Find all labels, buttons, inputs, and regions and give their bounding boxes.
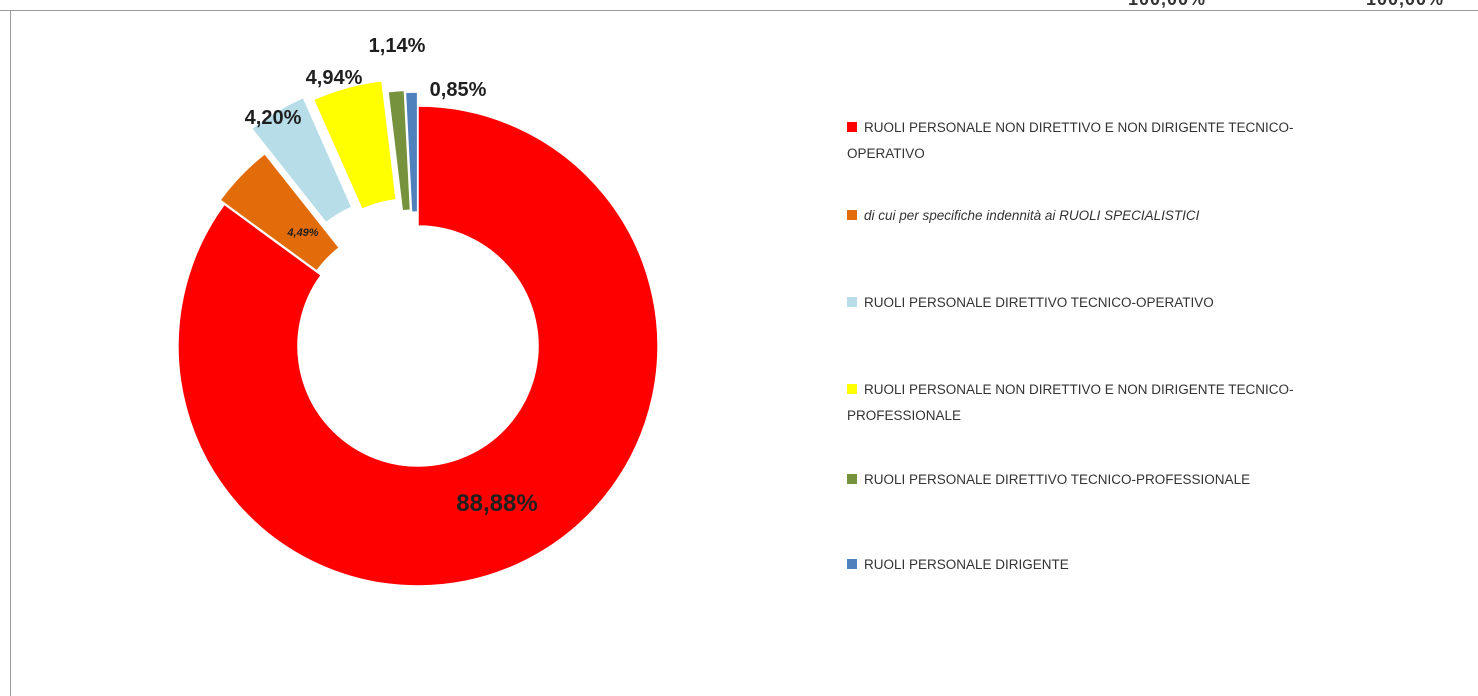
legend-item-4: RUOLI PERSONALE NON DIRETTIVO E NON DIRI… [847, 377, 1457, 429]
donut-slice-labels: 88,88% 4,49% 4,20%4,94% 1,14%0,85% [245, 35, 538, 517]
legend-swatch-5 [847, 474, 857, 484]
legend-label-6-line-1: RUOLI PERSONALE DIRIGENTE [864, 557, 1069, 572]
legend-label-2-line-1: di cui per specifiche indennità ai RUOLI… [864, 208, 1200, 223]
slice-data-label-5: 1,14% [369, 35, 426, 57]
legend-swatch-1 [847, 122, 857, 132]
legend-item-2: di cui per specifiche indennità ai RUOLI… [847, 203, 1457, 229]
legend-swatch-3 [847, 297, 857, 307]
legend-label-1-line-1: RUOLI PERSONALE NON DIRETTIVO E NON DIRI… [864, 120, 1294, 135]
donut-slice-2 [218, 152, 341, 273]
legend-label-4-line-2: PROFESSIONALE [847, 408, 962, 423]
slice-data-label-6: 0,85% [430, 79, 487, 101]
legend-label-3-line-1: RUOLI PERSONALE DIRETTIVO TECNICO-OPERAT… [864, 295, 1214, 310]
legend-item-5: RUOLI PERSONALE DIRETTIVO TECNICO-PROFES… [847, 467, 1457, 493]
donut-slice-4 [312, 79, 398, 211]
legend-label-4-line-1: RUOLI PERSONALE NON DIRETTIVO E NON DIRI… [864, 382, 1294, 397]
donut-chart: 88,88% 4,49% 4,20%4,94% 1,14%0,85% [177, 35, 659, 587]
legend-item-6: RUOLI PERSONALE DIRIGENTE [847, 552, 1457, 578]
slice-data-label-1: 88,88% [456, 490, 537, 517]
legend-item-3: RUOLI PERSONALE DIRETTIVO TECNICO-OPERAT… [847, 290, 1457, 316]
donut-slice-3 [250, 96, 353, 224]
slice-data-label-4: 4,94% [306, 67, 363, 89]
donut-slice-6 [404, 91, 419, 213]
cut-off-header-value-1: 100,00% [1128, 0, 1206, 10]
slice-data-label-3: 4,20% [245, 107, 302, 129]
legend-swatch-6 [847, 559, 857, 569]
legend-label-5-line-1: RUOLI PERSONALE DIRETTIVO TECNICO-PROFES… [864, 472, 1251, 487]
legend-swatch-2 [847, 210, 857, 220]
slice-data-label-2: 4,49% [286, 227, 318, 239]
cut-off-header-value-2: 100,00% [1366, 0, 1444, 10]
legend-item-1: RUOLI PERSONALE NON DIRETTIVO E NON DIRI… [847, 115, 1457, 167]
top-border-rule [0, 10, 1478, 11]
donut-slice-5 [387, 89, 412, 212]
legend-label-1-line-2: OPERATIVO [847, 146, 925, 161]
legend-swatch-4 [847, 384, 857, 394]
donut-slice-1 [177, 105, 659, 587]
donut-slices [177, 79, 659, 587]
chart-frame-left-border [10, 10, 11, 696]
